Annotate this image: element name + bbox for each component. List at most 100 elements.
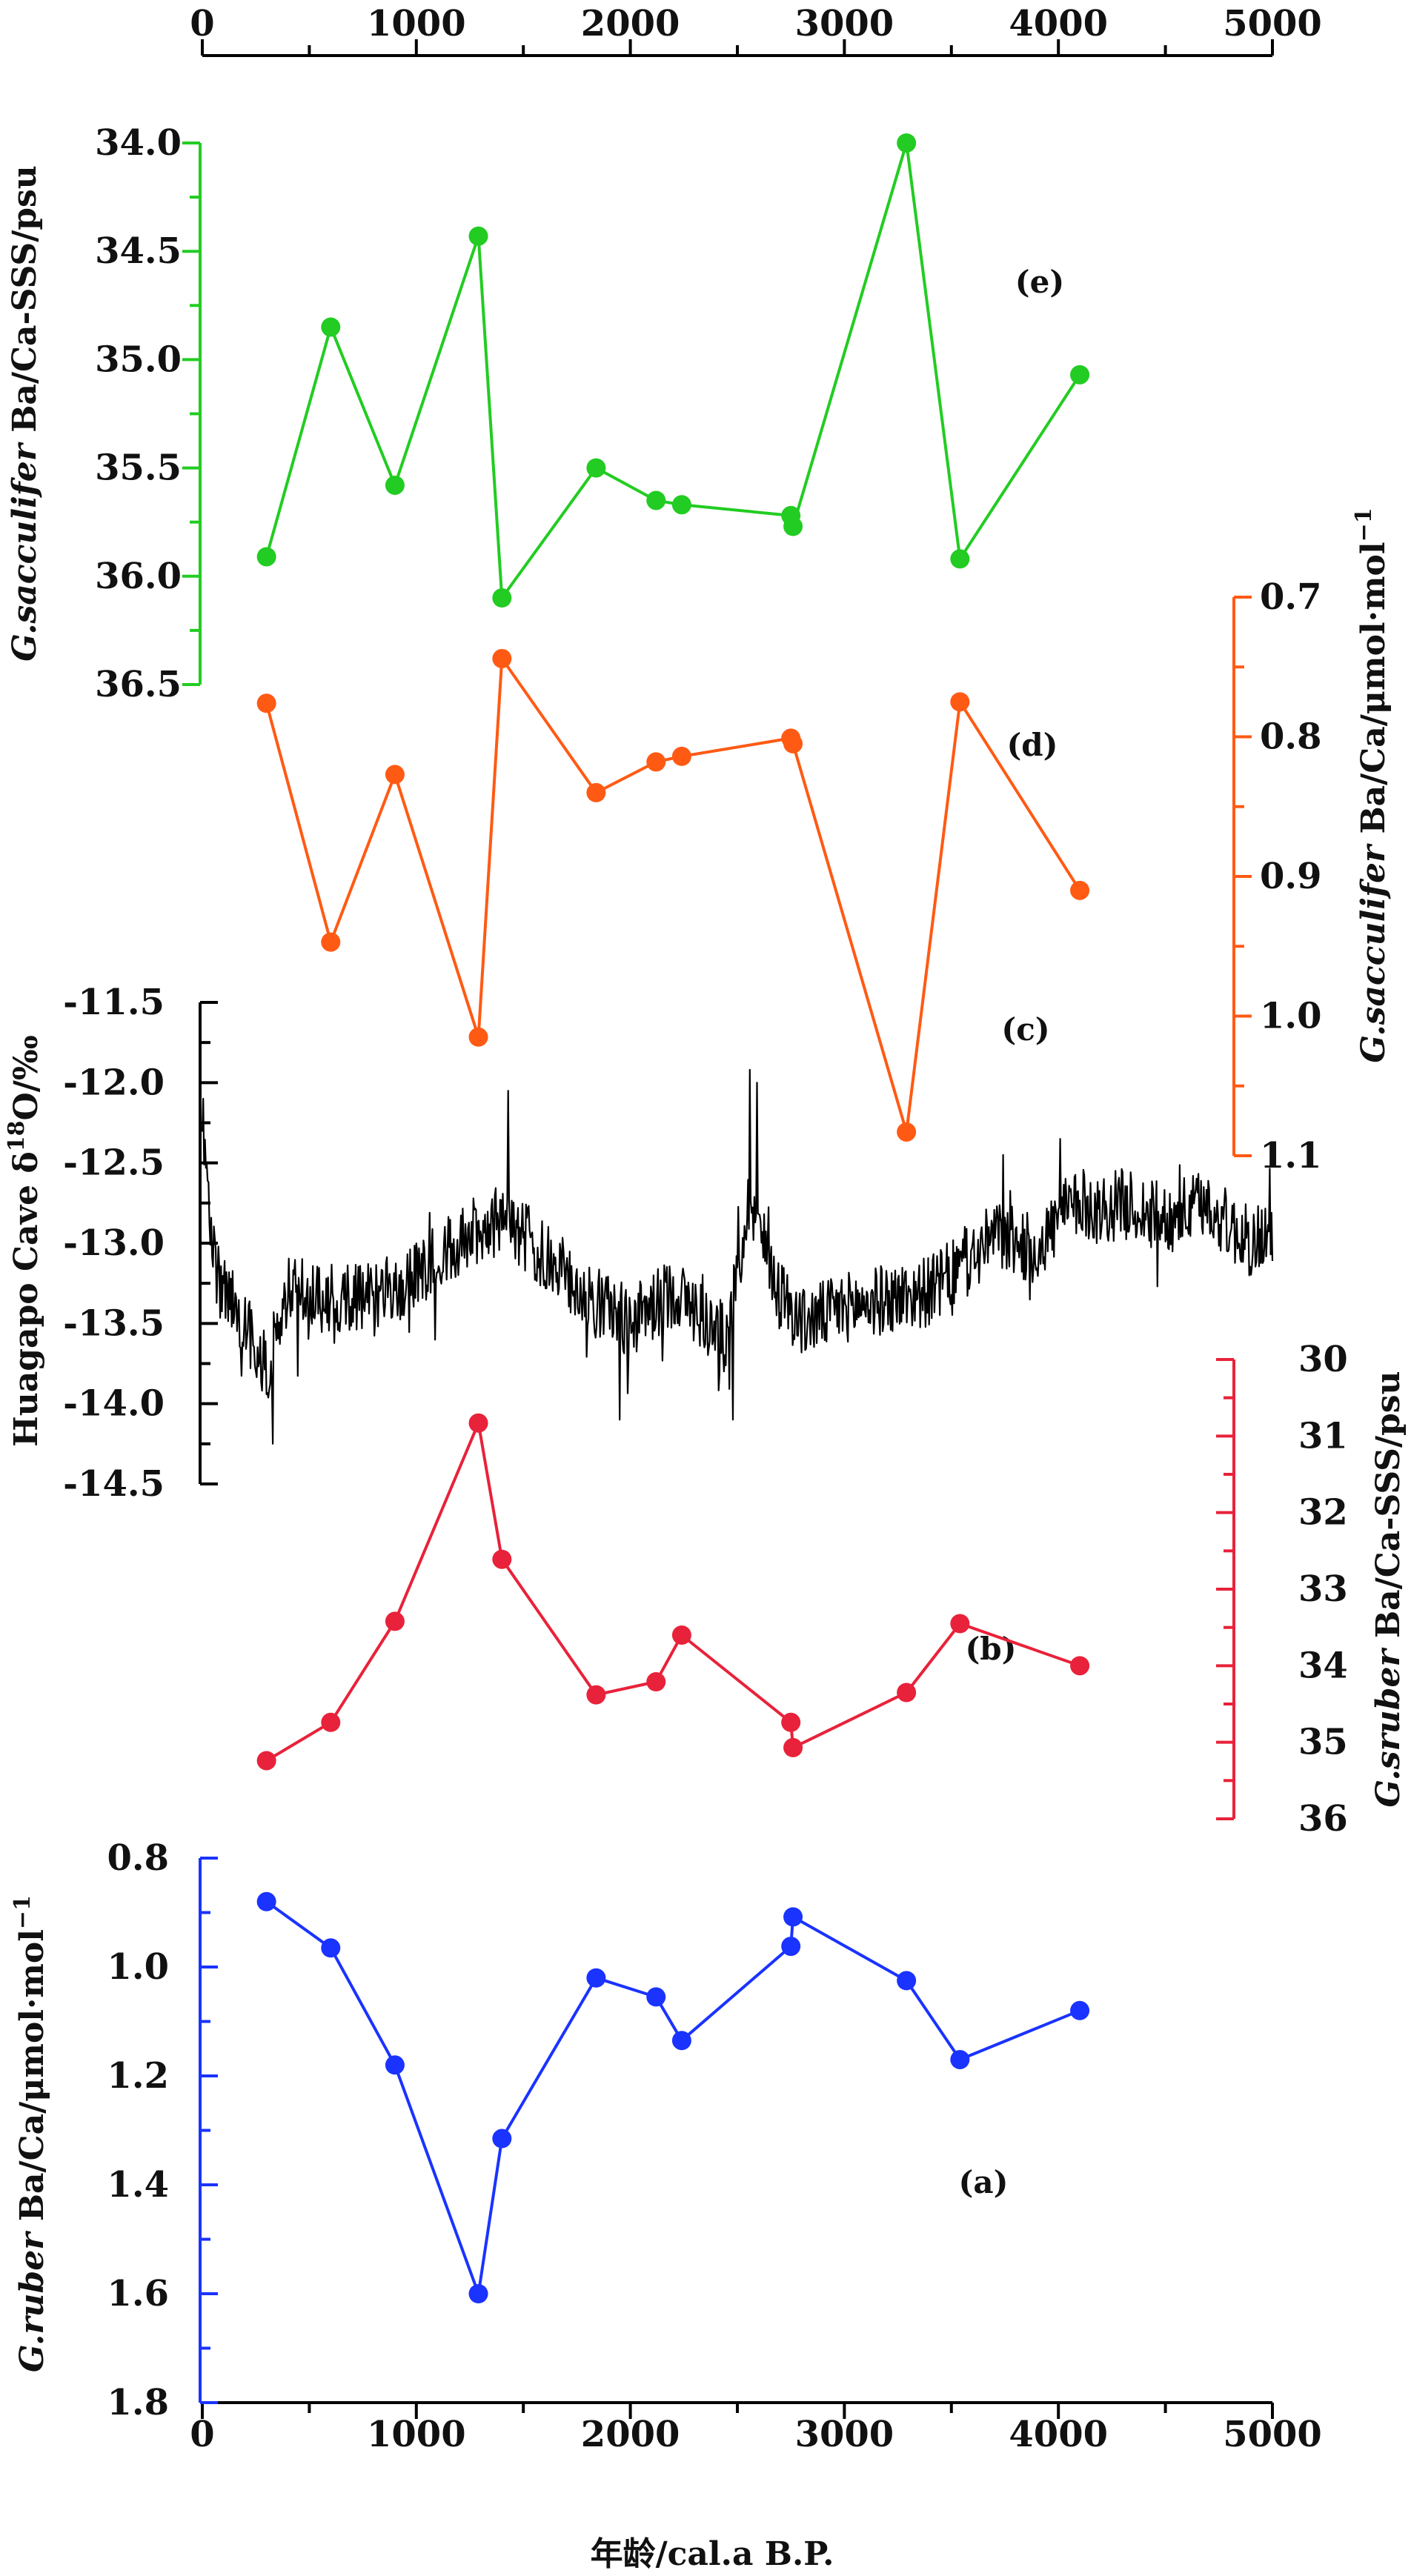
panel-b-axis-title: G.sruber Ba/Ca-SSS/psu bbox=[1370, 1371, 1407, 1807]
series-e-point bbox=[468, 226, 488, 246]
x-axis-title-cn: 年龄 bbox=[591, 2535, 656, 2573]
bottom-x-axis-tick-label: 0 bbox=[190, 2414, 214, 2455]
axis-title-text: Ba/Ca/μmol·mol bbox=[1355, 542, 1392, 845]
series-a-point bbox=[1070, 2000, 1090, 2020]
series-e-point bbox=[646, 490, 666, 510]
panel-b-tick-label: 31 bbox=[1298, 1415, 1348, 1457]
panel-c-label: (c) bbox=[1001, 1011, 1049, 1048]
panel-a-tick-label: 0.8 bbox=[107, 1837, 169, 1879]
panel-d-label: (d) bbox=[1006, 727, 1058, 763]
panel-e-tick-label: 34.5 bbox=[95, 230, 182, 272]
series-b-point bbox=[492, 1549, 512, 1569]
series-b-point bbox=[468, 1413, 488, 1433]
series-e-point bbox=[256, 547, 276, 567]
axis-title-superscript: 18 bbox=[4, 1121, 30, 1152]
panel-e-tick-label: 34.0 bbox=[95, 122, 182, 164]
panel-a-label: (a) bbox=[959, 2164, 1009, 2200]
panel-e-tick-label: 36.5 bbox=[95, 664, 182, 705]
series-e-point bbox=[321, 317, 341, 337]
panel-c-tick-label: -12.0 bbox=[63, 1062, 165, 1103]
series-d-point bbox=[321, 932, 341, 952]
axis-title-tail: O/‰ bbox=[7, 1035, 45, 1120]
panel-d: 0.70.80.91.01.1G.sacculifer Ba/Ca/μmol·m… bbox=[256, 507, 1392, 1176]
x-axis-title-unit: /cal.a B.P. bbox=[656, 2535, 834, 2573]
top-x-axis-tick-label: 4000 bbox=[1009, 3, 1108, 44]
top-x-axis-tick-label: 2000 bbox=[581, 3, 680, 44]
series-d-line bbox=[265, 656, 1081, 1134]
series-b-point bbox=[321, 1712, 341, 1732]
series-d-point bbox=[468, 1027, 488, 1047]
series-a-point bbox=[783, 1907, 803, 1927]
series-b-point bbox=[385, 1611, 405, 1631]
series-a-point bbox=[586, 1968, 606, 1988]
top-x-axis-tick-label: 0 bbox=[190, 3, 214, 44]
series-d-point bbox=[646, 752, 666, 772]
bottom-x-axis-tick-label: 2000 bbox=[581, 2414, 680, 2455]
axis-title-text: Ba/Ca/μmol·mol bbox=[13, 1929, 51, 2232]
bottom-x-axis-tick-label: 3000 bbox=[795, 2414, 894, 2455]
top-x-axis: 0 1000 2000 3000 4000 5000 bbox=[190, 3, 1322, 57]
panel-a: 0.8 1.0 1.2 1.4 1.6 1.8 G.ruber Ba/Ca/μmol·mol… bbox=[10, 1837, 1090, 2423]
series-a-point bbox=[897, 1971, 917, 1991]
series-b-point bbox=[646, 1672, 666, 1692]
panel-e-tick-label: 35.0 bbox=[95, 339, 182, 380]
panel-a-tick-label: 1.4 bbox=[107, 2164, 169, 2206]
axis-title-species: G.sacculifer bbox=[6, 442, 44, 662]
panel-b-tick-label: 34 bbox=[1298, 1645, 1348, 1686]
series-a-point bbox=[468, 2284, 488, 2303]
panel-b-tick-label: 30 bbox=[1298, 1339, 1348, 1380]
series-d-point bbox=[586, 782, 606, 802]
axis-title-species: G.sacculifer bbox=[1355, 843, 1392, 1063]
panel-b-tick-label: 36 bbox=[1298, 1798, 1348, 1840]
panel-b-tick-label: 35 bbox=[1298, 1722, 1348, 1763]
series-e-point bbox=[783, 516, 803, 536]
panel-c-tick-label: -14.0 bbox=[63, 1383, 165, 1425]
panel-c-tick-label: -11.5 bbox=[63, 982, 165, 1023]
panel-c: -11.5 -12.0 -12.5 -13.0 -13.5 -14.0 -14.5 Huaga… bbox=[4, 982, 1274, 1505]
panel-d-tick-label: 0.7 bbox=[1260, 576, 1322, 618]
series-d-point bbox=[671, 746, 691, 766]
series-a-point bbox=[781, 1937, 801, 1957]
series-d-point bbox=[256, 693, 276, 713]
series-e-point bbox=[492, 588, 512, 608]
panel-a-tick-label: 1.8 bbox=[107, 2382, 169, 2423]
axis-title-text: Huagapo Cave δ bbox=[7, 1151, 45, 1447]
series-b-point bbox=[781, 1712, 801, 1732]
series-a-point bbox=[646, 1987, 666, 2007]
panel-c-tick-label: -13.5 bbox=[63, 1302, 165, 1344]
top-x-axis-tick-label: 5000 bbox=[1223, 3, 1322, 44]
series-b-point bbox=[897, 1683, 917, 1703]
axis-title-superscript: −1 bbox=[1351, 507, 1377, 542]
axis-title-superscript: −1 bbox=[10, 1895, 36, 1929]
panel-c-tick-label: -14.5 bbox=[63, 1463, 165, 1505]
series-a-point bbox=[321, 1938, 341, 1958]
panel-d-tick-label: 1.0 bbox=[1260, 996, 1322, 1037]
series-b-point bbox=[950, 1614, 970, 1634]
panel-b-label: (b) bbox=[965, 1631, 1016, 1667]
series-a-point bbox=[671, 2031, 691, 2051]
series-d-point bbox=[950, 692, 970, 712]
top-x-axis-tick-label: 3000 bbox=[795, 3, 894, 44]
axis-title-species: G.sruber bbox=[1370, 1648, 1407, 1808]
axis-title-species: G.ruber bbox=[13, 2231, 51, 2372]
bottom-x-axis-tick-label: 4000 bbox=[1009, 2414, 1108, 2455]
panel-e-axis-title: G.sacculifer Ba/Ca-SSS/psu bbox=[6, 165, 44, 662]
bottom-x-axis-tick-label: 5000 bbox=[1223, 2414, 1322, 2455]
bottom-x-axis: 年龄/cal.a B.P. 0 1000 2000 3000 4000 5000 bbox=[190, 2401, 1322, 2573]
series-a-point bbox=[950, 2049, 970, 2069]
series-d-point bbox=[897, 1122, 917, 1142]
panel-b-tick-label: 33 bbox=[1298, 1568, 1348, 1610]
series-a-point bbox=[492, 2129, 512, 2149]
panel-a-tick-label: 1.2 bbox=[107, 2055, 169, 2097]
panel-d-tick-label: 0.8 bbox=[1260, 716, 1322, 758]
series-d-point bbox=[492, 648, 512, 668]
series-b-point bbox=[586, 1685, 606, 1705]
top-x-axis-tick-label: 1000 bbox=[367, 3, 466, 44]
series-a-point bbox=[256, 1891, 276, 1911]
panel-c-tick-label: -12.5 bbox=[63, 1142, 165, 1184]
series-d-point bbox=[1070, 880, 1090, 900]
panel-b: 30 31 32 33 34 35 36 G.sruber Ba/Ca-SSS/psu (b) bbox=[256, 1339, 1407, 1840]
series-b-line bbox=[265, 1421, 1080, 1763]
series-b-point bbox=[256, 1751, 276, 1771]
